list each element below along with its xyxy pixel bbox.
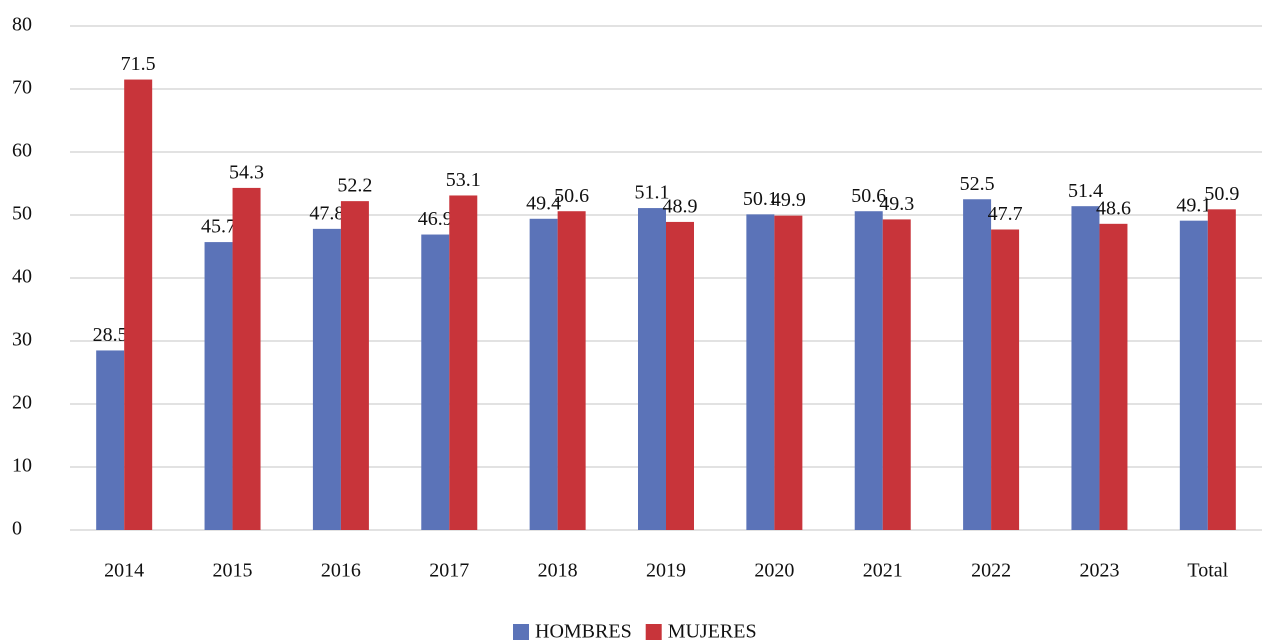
bar (666, 221, 694, 530)
y-tick-label: 30 (12, 329, 32, 351)
bar (1071, 206, 1100, 530)
x-tick-label: 2022 (971, 560, 1011, 582)
y-tick-label: 10 (12, 455, 32, 477)
data-label: 50.1 (743, 188, 778, 210)
data-label: 52.5 (960, 173, 995, 195)
bar (1179, 220, 1208, 531)
x-tick-label: 2021 (863, 560, 903, 582)
legend-label: HOMBRES (535, 621, 632, 643)
data-label: 49.9 (771, 189, 806, 211)
y-tick-label: 0 (12, 518, 22, 540)
bar (963, 199, 992, 530)
bar (746, 214, 775, 530)
data-label: 52.2 (337, 175, 372, 197)
data-label: 49.3 (879, 193, 914, 215)
y-tick-label: 60 (12, 140, 32, 162)
x-tick-label: 2014 (104, 560, 144, 582)
data-label: 28.5 (93, 324, 128, 346)
bar (854, 211, 883, 530)
data-label: 51.4 (1068, 180, 1103, 202)
y-tick-label: 70 (12, 77, 32, 99)
data-label: 47.8 (309, 202, 344, 224)
data-label: 46.9 (418, 208, 453, 230)
bar (96, 350, 125, 530)
y-tick-label: 80 (12, 14, 32, 36)
x-tick-label: 2017 (429, 560, 469, 582)
bar (204, 242, 233, 530)
bar (1207, 209, 1236, 530)
data-label: 47.7 (988, 203, 1023, 225)
data-label: 50.6 (851, 185, 886, 207)
y-tick-label: 40 (12, 266, 32, 288)
x-tick-label: 2016 (321, 560, 361, 582)
data-label: 51.1 (635, 182, 670, 204)
legend-label: MUJERES (668, 621, 757, 643)
data-label: 48.9 (663, 196, 698, 218)
x-tick-label: 2015 (213, 560, 253, 582)
data-label: 50.6 (554, 185, 589, 207)
bar (312, 228, 341, 531)
bar (991, 229, 1020, 531)
data-label: 48.6 (1096, 197, 1131, 219)
bar (340, 201, 369, 530)
data-label: 49.1 (1176, 194, 1211, 216)
x-tick-label: 2018 (538, 560, 578, 582)
bar (638, 208, 666, 530)
bar (882, 219, 911, 530)
x-tick-label: Total (1187, 560, 1228, 582)
data-label: 45.7 (201, 216, 236, 238)
legend-swatch (645, 624, 662, 640)
bar (557, 211, 586, 530)
data-label: 71.5 (121, 53, 156, 75)
bar (232, 187, 261, 530)
bar (1099, 223, 1128, 530)
data-label: 49.4 (526, 192, 561, 214)
data-label: 54.3 (229, 162, 264, 184)
y-tick-label: 20 (12, 392, 32, 414)
data-label: 50.9 (1204, 183, 1239, 205)
bar (529, 218, 558, 530)
x-tick-label: 2019 (646, 560, 686, 582)
y-tick-label: 50 (12, 203, 32, 225)
bar (449, 195, 478, 530)
bar (774, 215, 803, 530)
bar (421, 234, 450, 530)
bar (124, 79, 153, 531)
x-tick-label: 2020 (754, 560, 794, 582)
x-tick-label: 2023 (1079, 560, 1119, 582)
data-label: 53.1 (446, 169, 481, 191)
legend-swatch (513, 624, 529, 640)
